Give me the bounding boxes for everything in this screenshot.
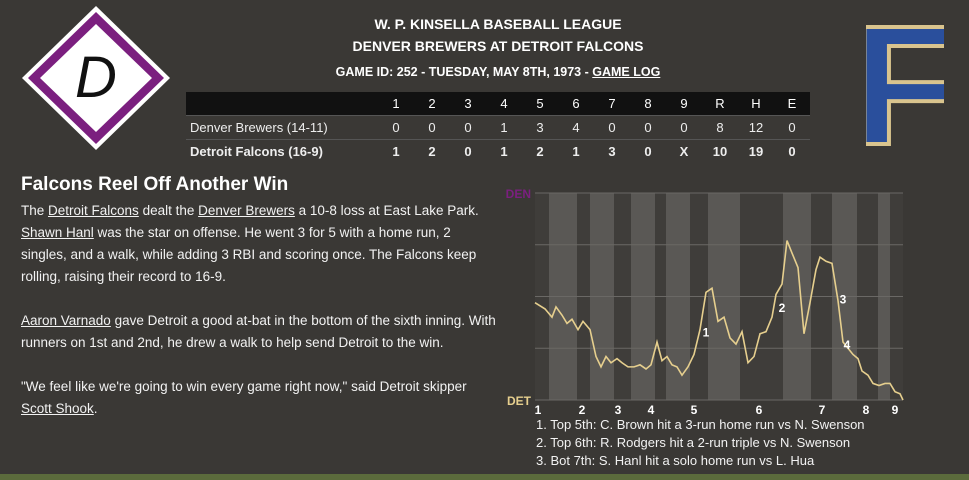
score-cell: 0 <box>788 144 796 159</box>
box-score: 1 2 3 4 5 6 7 8 9 R H E Denver Brewers (14-11) 0 0 0 1 3 4… <box>186 92 810 163</box>
score-cell: 4 <box>572 120 580 135</box>
score-cell: 0 <box>392 120 400 135</box>
column-header: 8 <box>630 92 666 116</box>
link[interactable]: Scott Shook <box>21 401 94 416</box>
x-tick-label: 7 <box>819 403 826 417</box>
play-marker: 3 <box>840 293 847 307</box>
text: gave Detroit a good at-bat in the bottom… <box>21 313 496 350</box>
game-info: GAME ID: 252 - TUESDAY, MAY 8TH, 1973 - … <box>186 65 810 79</box>
column-header: 2 <box>414 92 450 116</box>
score-cell: 1 <box>572 144 580 159</box>
link[interactable]: Aaron Varnado <box>21 313 111 328</box>
headline: Falcons Reel Off Another Win <box>21 174 289 195</box>
score-cell: 0 <box>788 120 796 135</box>
x-tick-label: 6 <box>756 403 763 417</box>
x-tick-label: 8 <box>863 403 870 417</box>
column-header: R <box>702 92 738 116</box>
x-tick-label: 3 <box>615 403 622 417</box>
score-cell: 3 <box>536 120 544 135</box>
x-tick-label: 5 <box>691 403 698 417</box>
y-tick-label: DEN <box>506 187 531 201</box>
score-cell: 12 <box>748 120 764 135</box>
play-description: 3. Bot 7th: S. Hanl hit a solo home run … <box>536 453 815 468</box>
column-header: E <box>774 92 810 116</box>
column-header: 4 <box>486 92 522 116</box>
text: was the star on offense. He went 3 for 5… <box>21 225 477 284</box>
link[interactable]: Shawn Hanl <box>21 225 94 240</box>
home-logo: F <box>866 4 944 150</box>
score-cell: 1 <box>500 144 508 159</box>
column-header: 6 <box>558 92 594 116</box>
play-marker: 1 <box>703 326 710 340</box>
score-cell: 2 <box>428 144 436 159</box>
team-name: Detroit Falcons (16-9) <box>190 144 323 159</box>
score-cell: X <box>679 144 689 159</box>
score-cell: 0 <box>644 120 652 135</box>
column-header: 3 <box>450 92 486 116</box>
text: "We feel like we're going to win every g… <box>21 379 467 394</box>
game-info-text: GAME ID: 252 - TUESDAY, MAY 8TH, 1973 - <box>335 65 593 79</box>
x-tick-label: 9 <box>892 403 899 417</box>
paragraph: "We feel like we're going to win every g… <box>21 376 496 420</box>
column-header: H <box>738 92 774 116</box>
column-header: 9 <box>666 92 702 116</box>
play-description: 1. Top 5th: C. Brown hit a 3-run home ru… <box>536 417 865 432</box>
away-logo-letter: D <box>75 45 117 110</box>
away-logo: D <box>22 6 170 150</box>
score-cell: 0 <box>428 120 436 135</box>
play-description: 2. Top 6th: R. Rodgers hit a 2-run tripl… <box>536 435 850 450</box>
home-logo-letter: F <box>866 4 944 150</box>
game-log-link[interactable]: GAME LOG <box>592 65 661 79</box>
play-marker: 2 <box>779 301 786 315</box>
score-cell: 10 <box>712 144 728 159</box>
x-tick-label: 2 <box>579 403 586 417</box>
text: . <box>93 401 98 416</box>
grass-strip <box>0 474 969 480</box>
score-cell: 0 <box>644 144 652 159</box>
x-tick-label: 4 <box>648 403 655 417</box>
score-cell: 2 <box>536 144 544 159</box>
score-cell: 19 <box>748 144 764 159</box>
score-cell: 0 <box>464 120 472 135</box>
article: The Detroit Falcons dealt the Denver Bre… <box>21 200 496 442</box>
column-header: 7 <box>594 92 630 116</box>
score-cell: 3 <box>608 144 616 159</box>
team-row: Detroit Falcons (16-9) 1 2 0 1 2 1 3 0 X 10 19 0 <box>186 139 810 164</box>
paragraph: Aaron Varnado gave Detroit a good at-bat… <box>21 310 496 354</box>
score-cell: 1 <box>500 120 508 135</box>
link[interactable]: Detroit Falcons <box>48 203 139 218</box>
column-header: 1 <box>378 92 414 116</box>
y-tick-label: DET <box>507 394 532 408</box>
x-tick-label: 1 <box>535 403 542 417</box>
score-cell: 0 <box>680 120 688 135</box>
score-cell: 8 <box>716 120 724 135</box>
team-row: Denver Brewers (14-11) 0 0 0 1 3 4 0 0 0 8 12 0 <box>186 115 810 140</box>
text: dealt the <box>138 203 199 218</box>
text: The <box>21 203 49 218</box>
link[interactable]: Denver Brewers <box>198 203 295 218</box>
score-cell: 0 <box>464 144 472 159</box>
text: a 10-8 loss at East Lake Park. <box>294 203 479 218</box>
matchup: DENVER BREWERS AT DETROIT FALCONS <box>352 38 644 54</box>
column-header: 5 <box>522 92 558 116</box>
play-marker: 4 <box>844 338 851 352</box>
paragraph: The Detroit Falcons dealt the Denver Bre… <box>21 200 496 288</box>
league: W. P. KINSELLA BASEBALL LEAGUE <box>374 16 622 32</box>
score-cell: 0 <box>608 120 616 135</box>
win-probability-line <box>534 240 904 401</box>
team-name: Denver Brewers (14-11) <box>190 120 328 135</box>
score-cell: 1 <box>392 144 400 159</box>
